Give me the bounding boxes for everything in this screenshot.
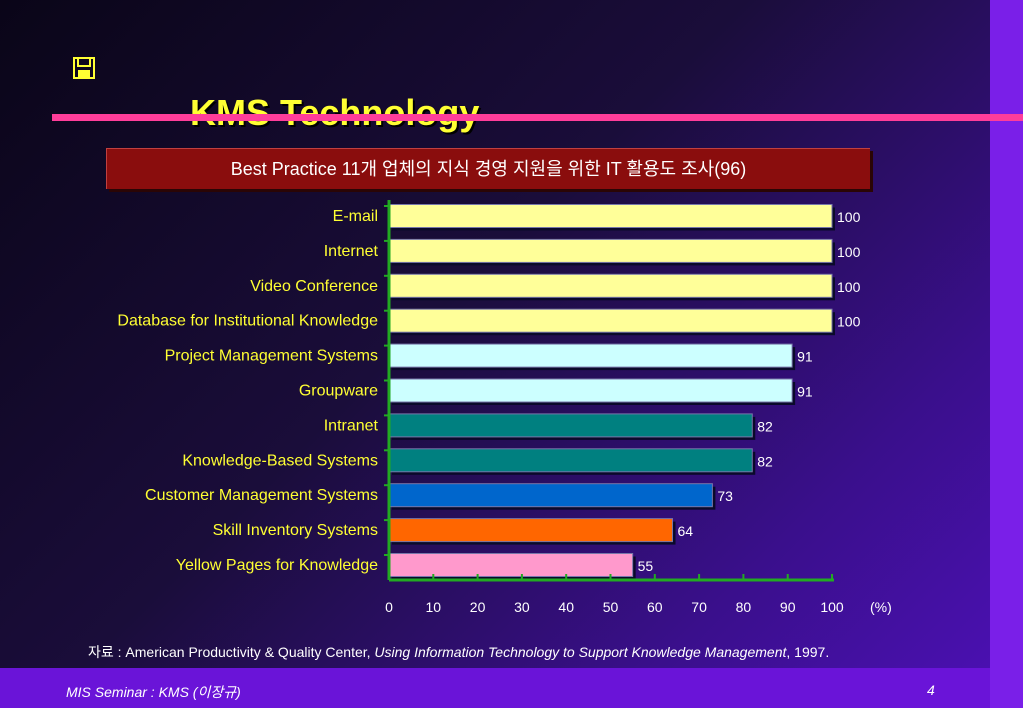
value-label: 91 (797, 384, 813, 400)
source-prefix: 자료 : American Productivity & Quality Cen… (88, 644, 375, 660)
value-label: 100 (837, 279, 861, 295)
x-tick-label: 100 (820, 599, 844, 615)
right-accent-strip (990, 0, 1023, 708)
value-label: 82 (757, 418, 773, 434)
value-label: 91 (797, 349, 813, 365)
chart-banner: Best Practice 11개 업체의 지식 경영 지원을 위한 IT 활용… (106, 148, 870, 189)
bar (388, 238, 833, 263)
category-label: Groupware (299, 383, 378, 400)
category-label: Yellow Pages for Knowledge (176, 557, 378, 574)
x-tick-label: 20 (470, 599, 486, 615)
page-number: 4 (927, 682, 935, 698)
x-tick-label: 90 (780, 599, 796, 615)
value-label: 82 (757, 453, 773, 469)
category-label: Video Conference (250, 278, 378, 295)
bar (388, 448, 753, 473)
value-label: 55 (638, 558, 654, 574)
value-label: 100 (837, 314, 861, 330)
title-divider (52, 114, 1023, 121)
source-title: Using Information Technology to Support … (374, 644, 787, 660)
x-tick-label: 70 (691, 599, 707, 615)
bar (388, 518, 674, 543)
footer-band (0, 668, 990, 708)
axis-layer (384, 200, 834, 582)
disk-icon (73, 57, 95, 79)
category-label: Intranet (324, 417, 379, 434)
bar (388, 204, 833, 228)
x-tick-label: 60 (647, 599, 663, 615)
category-label: Customer Management Systems (145, 487, 378, 504)
x-tick-label: 50 (603, 599, 619, 615)
category-label: Database for Institutional Knowledge (117, 313, 378, 330)
x-tick-label: 0 (385, 599, 393, 615)
bars-layer (388, 204, 835, 580)
bar (388, 308, 833, 333)
category-label: Internet (324, 243, 379, 260)
source-citation: 자료 : American Productivity & Quality Cen… (88, 642, 829, 662)
category-label: Project Management Systems (165, 348, 378, 365)
bar (388, 343, 793, 368)
value-label: 100 (837, 209, 861, 225)
bar (388, 378, 793, 403)
category-label: Skill Inventory Systems (213, 522, 378, 539)
value-label: 100 (837, 244, 861, 260)
source-suffix: , 1997. (786, 644, 830, 660)
value-label: 64 (678, 523, 694, 539)
category-label: E-mail (333, 208, 378, 225)
x-tick-label: 30 (514, 599, 530, 615)
slide-title: KMS Technology (190, 92, 480, 133)
bar (388, 273, 833, 298)
x-tick-label: 40 (558, 599, 574, 615)
value-label: 73 (717, 488, 733, 504)
bar (388, 483, 713, 508)
bar (388, 553, 634, 577)
x-tick-label: 10 (426, 599, 442, 615)
category-label: Knowledge-Based Systems (182, 452, 378, 469)
x-unit-label: (%) (870, 599, 892, 615)
x-tick-label: 80 (736, 599, 752, 615)
bar (388, 413, 753, 438)
footer-caption: MIS Seminar : KMS (이장규) (66, 684, 241, 700)
